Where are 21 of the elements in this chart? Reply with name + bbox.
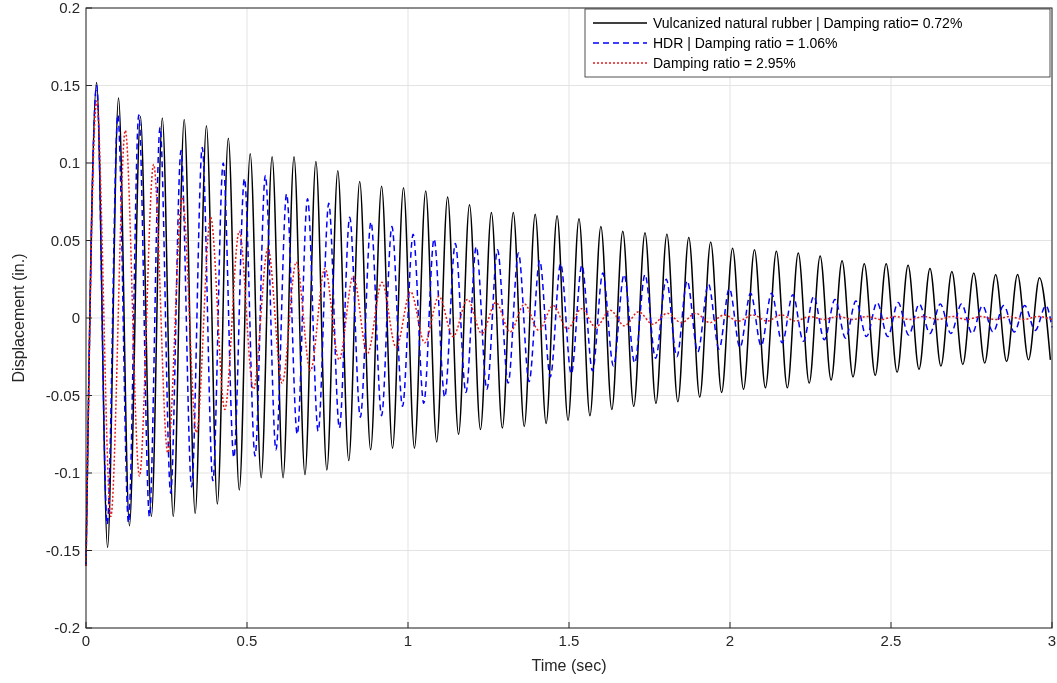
y-tick-label: -0.05 [45,386,80,404]
y-tick-label: 0.1 [59,154,80,171]
x-tick-label: 2 [725,632,735,649]
legend-label: Damping ratio = 2.95% [653,55,796,71]
y-tick-label: 0.15 [50,76,80,94]
y-tick-label: 0 [71,309,80,326]
x-tick-label: 0 [81,632,91,649]
y-tick-label: -0.15 [45,541,80,559]
x-tick-label: 2.5 [880,632,902,649]
y-tick-label: 0.05 [50,231,80,249]
legend-label: Vulcanized natural rubber | Damping ratio= 0.72% [653,15,963,31]
x-tick-label: 1 [403,632,413,649]
x-tick-label: 3 [1047,632,1057,649]
x-tick-label: 0.5 [236,632,258,649]
y-tick-label: -0.2 [54,619,80,636]
legend-label: HDR | Damping ratio = 1.06% [653,35,838,51]
y-axis-title: Displacement (in.) [10,253,27,383]
y-tick-label: -0.1 [54,464,80,481]
x-tick-label: 1.5 [558,632,580,649]
x-axis-title: Time (sec) [531,657,607,674]
y-tick-label: 0.2 [59,0,80,16]
